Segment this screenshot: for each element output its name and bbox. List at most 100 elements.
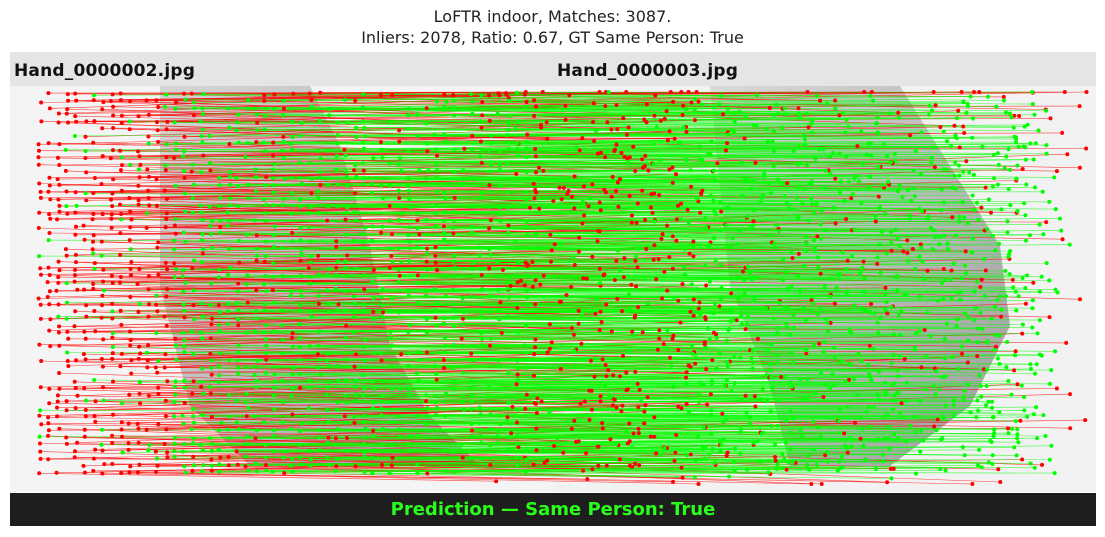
outlier-keypoint [687, 251, 692, 256]
inlier-keypoint [1027, 233, 1032, 238]
inlier-keypoint [335, 364, 340, 368]
inlier-keypoint [469, 422, 474, 426]
inlier-keypoint [351, 330, 356, 335]
inlier-keypoint [200, 412, 204, 417]
inlier-keypoint [729, 309, 733, 313]
outlier-keypoint [531, 462, 536, 467]
inlier-keypoint [298, 322, 303, 326]
inlier-keypoint [246, 98, 251, 103]
inlier-keypoint [218, 218, 223, 223]
outlier-keypoint [128, 266, 133, 271]
inlier-keypoint [253, 309, 258, 314]
inlier-keypoint [200, 106, 205, 111]
inlier-keypoint [708, 193, 713, 198]
inlier-keypoint [889, 229, 894, 234]
inlier-keypoint [451, 343, 456, 347]
inlier-keypoint [317, 210, 321, 215]
inlier-keypoint [775, 462, 780, 467]
inlier-keypoint [298, 357, 303, 362]
inlier-keypoint [225, 272, 230, 277]
inlier-keypoint [912, 345, 917, 350]
inlier-keypoint [506, 295, 511, 300]
outlier-keypoint [600, 357, 605, 362]
outlier-keypoint [127, 470, 132, 475]
outlier-keypoint [156, 105, 161, 109]
inlier-keypoint [498, 386, 503, 391]
inlier-keypoint [1024, 238, 1028, 243]
outlier-keypoint [539, 399, 544, 404]
outlier-keypoint [57, 209, 62, 214]
inlier-keypoint [309, 420, 314, 425]
inlier-keypoint [407, 225, 412, 230]
inlier-keypoint [361, 441, 366, 446]
inlier-match-line [67, 350, 575, 353]
outlier-keypoint [596, 463, 601, 468]
inlier-keypoint [525, 295, 529, 300]
inlier-keypoint [1033, 141, 1038, 146]
outlier-keypoint [154, 470, 158, 474]
inlier-keypoint [387, 218, 392, 223]
inlier-keypoint [217, 462, 222, 467]
inlier-keypoint [461, 370, 466, 375]
inlier-keypoint [470, 230, 474, 235]
inlier-keypoint [969, 250, 974, 255]
inlier-keypoint [433, 223, 438, 228]
outlier-keypoint [371, 428, 376, 433]
outlier-keypoint [862, 90, 867, 94]
inlier-keypoint [335, 400, 340, 405]
inlier-keypoint [945, 139, 950, 144]
inlier-keypoint [451, 287, 456, 292]
inlier-keypoint [201, 463, 206, 468]
outlier-keypoint [632, 315, 637, 320]
inlier-keypoint [290, 147, 294, 152]
inlier-keypoint [236, 112, 241, 117]
inlier-keypoint [959, 276, 964, 281]
outlier-keypoint [649, 192, 654, 197]
outlier-keypoint [614, 258, 619, 263]
inlier-keypoint [683, 272, 688, 277]
outlier-keypoint [64, 189, 69, 194]
outlier-keypoint [93, 419, 98, 424]
inlier-keypoint [735, 242, 740, 247]
inlier-keypoint [895, 288, 900, 293]
inlier-keypoint [434, 405, 439, 410]
inlier-keypoint [614, 442, 619, 446]
outlier-keypoint [73, 385, 78, 390]
inlier-keypoint [812, 238, 817, 243]
inlier-keypoint [399, 169, 404, 173]
inlier-keypoint [991, 152, 996, 157]
inlier-keypoint [362, 386, 367, 391]
inlier-keypoint [1004, 110, 1008, 115]
inlier-keypoint [363, 435, 368, 440]
inlier-keypoint [897, 353, 902, 358]
inlier-keypoint [146, 141, 151, 146]
inlier-keypoint [766, 470, 771, 475]
outlier-keypoint [559, 197, 564, 202]
inlier-keypoint [816, 265, 821, 270]
inlier-keypoint [504, 133, 509, 138]
inlier-keypoint [804, 248, 809, 253]
inlier-keypoint [522, 203, 527, 208]
inlier-keypoint [598, 281, 603, 286]
inlier-keypoint [516, 330, 520, 335]
inlier-keypoint [297, 443, 302, 447]
inlier-keypoint [272, 300, 277, 305]
inlier-match-line [453, 96, 971, 101]
inlier-keypoint [624, 429, 629, 434]
inlier-keypoint [424, 251, 429, 256]
outlier-keypoint [399, 352, 404, 357]
inlier-keypoint [1011, 285, 1016, 290]
inlier-keypoint [83, 191, 88, 196]
inlier-keypoint [957, 219, 962, 224]
outlier-keypoint [73, 449, 77, 454]
outlier-keypoint [725, 450, 730, 455]
outlier-keypoint [592, 139, 597, 143]
inlier-keypoint [262, 308, 267, 313]
outlier-keypoint [524, 99, 529, 104]
outlier-keypoint [628, 463, 632, 468]
inlier-keypoint [995, 151, 1000, 156]
inlier-keypoint [1039, 353, 1044, 358]
inlier-keypoint [362, 245, 366, 250]
inlier-keypoint [868, 174, 873, 179]
inlier-keypoint [840, 250, 845, 255]
